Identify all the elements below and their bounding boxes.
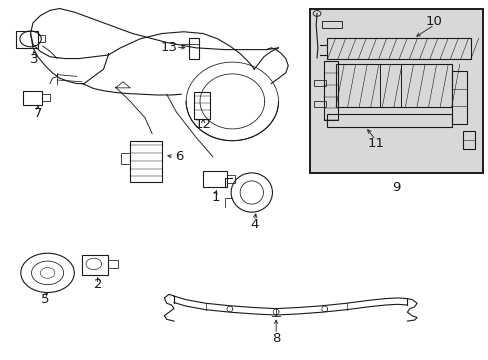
Bar (327, 38, 470, 59)
Bar (313, 80, 325, 86)
Text: 10: 10 (425, 15, 442, 28)
Bar (322, 21, 341, 28)
Text: 13: 13 (160, 41, 177, 54)
Text: 7: 7 (34, 107, 42, 120)
Bar (451, 71, 466, 123)
Bar (313, 101, 325, 107)
Bar (130, 141, 162, 182)
Text: 11: 11 (366, 137, 384, 150)
Text: 2: 2 (94, 278, 102, 291)
Bar (38, 35, 45, 42)
Bar (227, 175, 234, 183)
Bar (309, 9, 482, 173)
Bar (327, 114, 451, 127)
Bar (194, 92, 210, 118)
Bar (16, 31, 38, 48)
Text: 12: 12 (194, 118, 211, 131)
Bar (108, 260, 118, 267)
Bar (188, 38, 199, 59)
Bar (323, 61, 337, 120)
Text: 8: 8 (271, 332, 280, 345)
Text: 5: 5 (41, 293, 49, 306)
Text: 4: 4 (249, 218, 258, 231)
Text: 9: 9 (391, 181, 400, 194)
Bar (203, 171, 227, 187)
Text: 6: 6 (174, 150, 183, 163)
Bar (23, 91, 41, 105)
Bar (41, 94, 50, 102)
Text: 1: 1 (211, 192, 219, 204)
Bar (81, 255, 108, 275)
Bar (462, 131, 474, 149)
Text: 3: 3 (30, 53, 39, 66)
Bar (120, 153, 130, 164)
Bar (335, 64, 451, 107)
